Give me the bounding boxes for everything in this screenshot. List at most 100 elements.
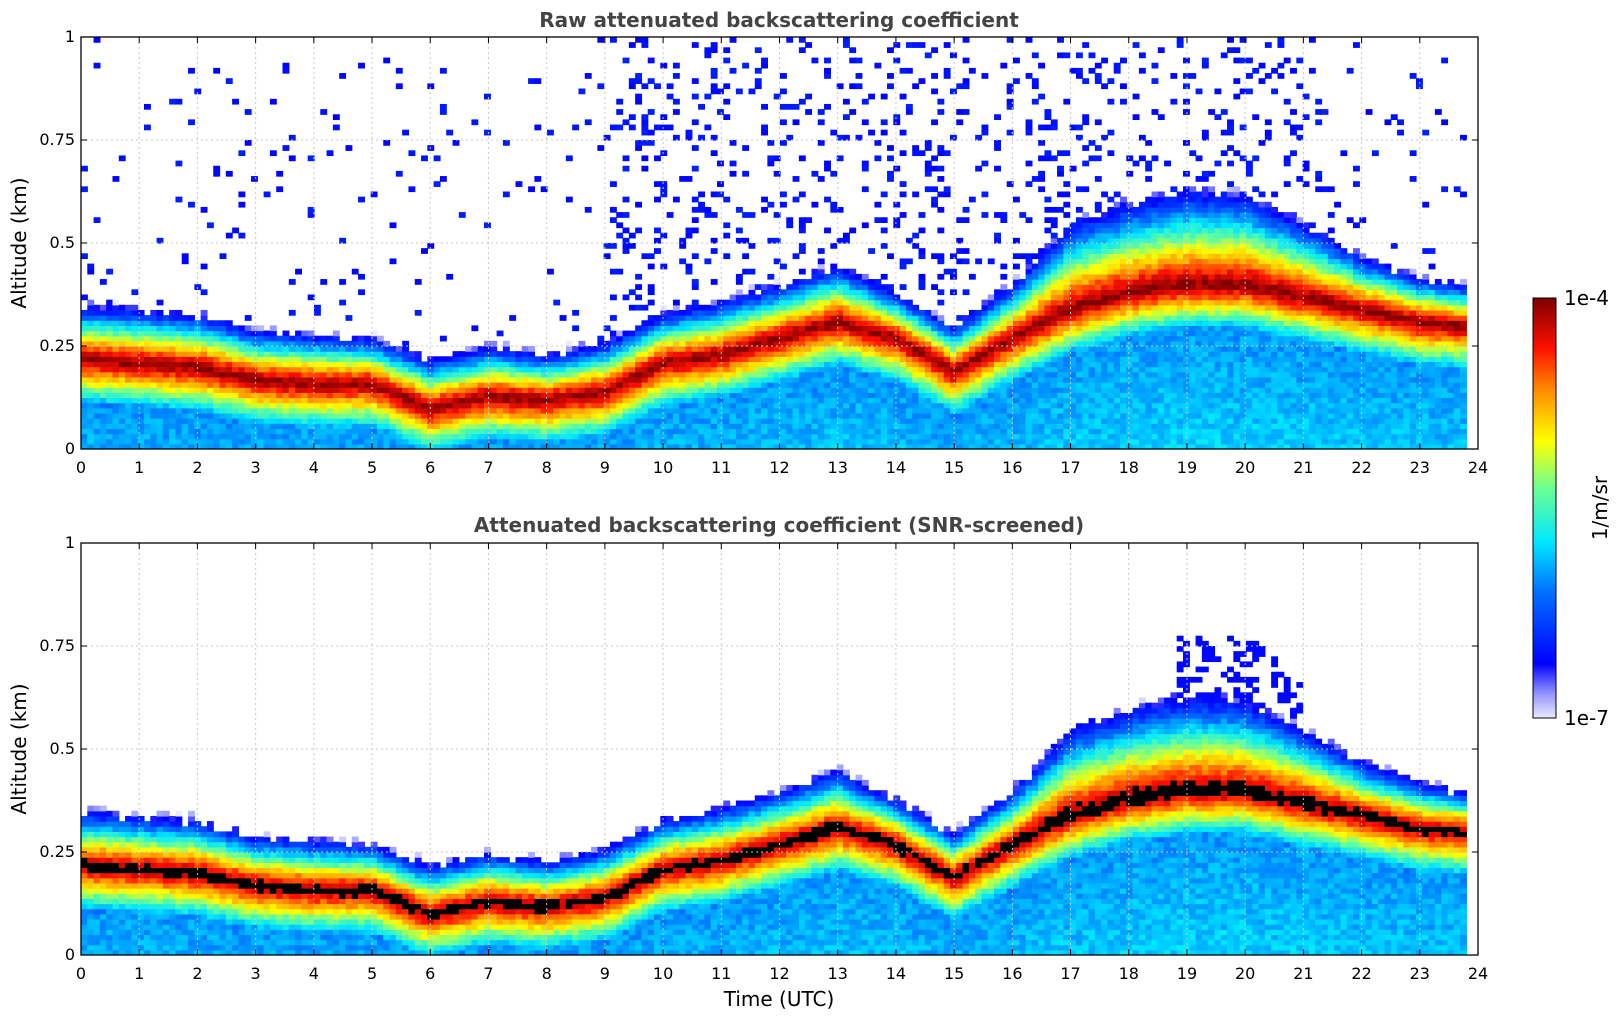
heatmap-cell [427, 443, 435, 449]
heatmap-cell [912, 232, 920, 239]
heatmap-cell [427, 371, 435, 378]
heatmap-cell [332, 407, 340, 414]
heatmap-cell [887, 304, 894, 311]
heatmap-cell [313, 392, 321, 399]
heatmap-cell [358, 387, 365, 393]
heatmap-cell [452, 351, 460, 357]
heatmap-cell [855, 335, 863, 342]
heatmap-cell [597, 382, 605, 388]
heatmap-cell [288, 428, 296, 435]
heatmap-cell [263, 382, 271, 388]
heatmap-cell [691, 145, 699, 151]
heatmap-cell [578, 402, 586, 409]
heatmap-cell [276, 186, 284, 193]
heatmap-cell [811, 376, 819, 383]
heatmap-cell [660, 438, 668, 445]
heatmap-cell [641, 325, 649, 332]
heatmap-cell [943, 423, 951, 429]
heatmap-cell [376, 402, 384, 409]
heatmap-cell [723, 83, 731, 90]
heatmap-cell [899, 412, 907, 419]
heatmap-cell [125, 407, 132, 414]
heatmap-cell [874, 315, 882, 321]
heatmap-cell [364, 428, 372, 435]
heatmap-cell [200, 351, 208, 357]
heatmap-cell [137, 315, 145, 321]
heatmap-cell [887, 351, 894, 357]
heatmap-cell [855, 376, 863, 383]
heatmap-cell [761, 433, 768, 440]
heatmap-cell [125, 351, 132, 357]
heatmap-cell [899, 382, 907, 388]
heatmap-cell [1057, 346, 1064, 352]
heatmap-cell [824, 284, 831, 290]
heatmap-cell [723, 433, 731, 440]
heatmap-cell [490, 412, 498, 419]
heatmap-cell [106, 304, 114, 311]
heatmap-cell [225, 402, 233, 409]
heatmap-cell [1050, 346, 1058, 352]
heatmap-cell [559, 402, 567, 409]
heatmap-cell [842, 366, 850, 373]
heatmap-cell [150, 382, 158, 388]
heatmap-cell [786, 443, 794, 449]
heatmap-cell [994, 232, 1001, 239]
heatmap-cell [1075, 412, 1083, 419]
heatmap-cell [175, 356, 183, 363]
heatmap-cell [729, 160, 737, 167]
heatmap-cell [213, 376, 221, 383]
heatmap-cell [880, 351, 888, 357]
heatmap-cell [880, 371, 888, 378]
heatmap-cell [767, 402, 775, 409]
heatmap-cell [1082, 237, 1090, 244]
heatmap-cell [931, 186, 939, 193]
heatmap-cell [975, 402, 983, 409]
heatmap-cell [849, 315, 857, 321]
heatmap-cell [439, 67, 447, 74]
heatmap-cell [408, 366, 416, 373]
heatmap-cell [106, 407, 114, 414]
heatmap-cell [628, 335, 636, 342]
heatmap-cell [358, 423, 365, 429]
heatmap-cell [534, 418, 542, 424]
heatmap-cell [502, 376, 510, 383]
heatmap-cell [1082, 438, 1090, 445]
heatmap-cell [817, 294, 825, 301]
heatmap-cell [691, 299, 699, 306]
heatmap-cell [679, 320, 687, 326]
heatmap-cell [320, 418, 328, 424]
heatmap-cell [213, 382, 221, 388]
heatmap-cell [880, 382, 888, 388]
heatmap-cell [647, 320, 655, 326]
heatmap-cell [263, 402, 271, 409]
heatmap-cell [131, 438, 139, 445]
heatmap-cell [842, 428, 850, 435]
heatmap-cell [950, 392, 957, 399]
heatmap-cell [181, 330, 189, 337]
heatmap-cell [880, 294, 888, 301]
heatmap-cell [1050, 315, 1058, 321]
heatmap-cell [307, 412, 315, 419]
heatmap-cell [395, 376, 403, 383]
heatmap-cell [1069, 304, 1077, 311]
heatmap-cell [1075, 351, 1083, 357]
heatmap-cell [798, 304, 806, 311]
heatmap-cell [817, 443, 825, 449]
heatmap-cell [779, 397, 787, 404]
heatmap-cell [899, 392, 907, 399]
heatmap-cell [836, 418, 844, 424]
heatmap-cell [748, 376, 756, 383]
heatmap-cell [861, 325, 869, 332]
heatmap-cell [257, 325, 265, 332]
heatmap-cell [798, 443, 806, 449]
heatmap-cell [332, 418, 340, 424]
heatmap-cell [761, 103, 768, 110]
heatmap-cell [842, 335, 850, 342]
heatmap-cell [635, 140, 643, 146]
heatmap-cell [660, 387, 668, 393]
heatmap-cell [206, 320, 214, 326]
heatmap-cell [137, 402, 145, 409]
heatmap-cell [150, 340, 158, 347]
heatmap-cell [181, 371, 189, 378]
heatmap-cell [326, 397, 334, 404]
